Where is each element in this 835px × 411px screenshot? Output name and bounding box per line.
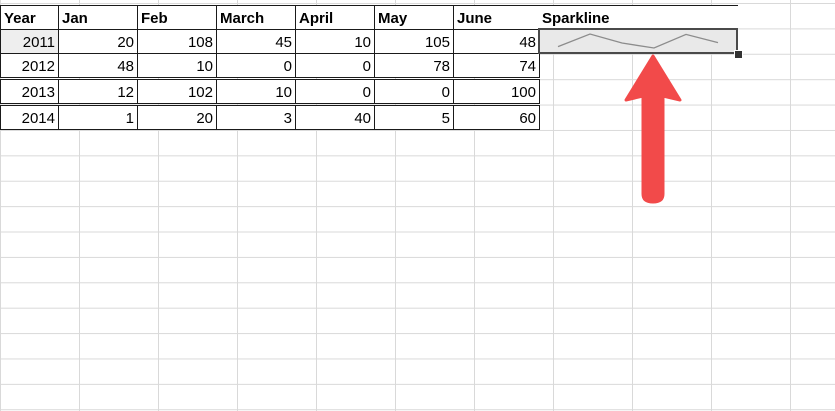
header-april[interactable]: April (295, 5, 375, 30)
cell-2014-may[interactable]: 5 (374, 105, 454, 130)
header-march[interactable]: March (216, 5, 296, 30)
cell-2012-april[interactable]: 0 (295, 53, 375, 78)
header-jan[interactable]: Jan (58, 5, 138, 30)
cell-2012-june[interactable]: 74 (453, 53, 540, 78)
cell-year-2014[interactable]: 2014 (0, 105, 59, 130)
cell-2014-feb[interactable]: 20 (137, 105, 217, 130)
cell-year-2011[interactable]: 2011 (0, 29, 59, 54)
cell-2014-june[interactable]: 60 (453, 105, 540, 130)
cell-2014-march[interactable]: 3 (216, 105, 296, 130)
cell-2012-may[interactable]: 78 (374, 53, 454, 78)
cell-2011-jan[interactable]: 20 (58, 29, 138, 54)
cell-2011-may[interactable]: 105 (374, 29, 454, 54)
header-year[interactable]: Year (0, 5, 59, 30)
cell-2014-april[interactable]: 40 (295, 105, 375, 130)
cell-2014-jan[interactable]: 1 (58, 105, 138, 130)
cell-year-2012[interactable]: 2012 (0, 53, 59, 78)
up-arrow-icon (624, 54, 682, 204)
cell-2011-feb[interactable]: 108 (137, 29, 217, 54)
cell-2013-april[interactable]: 0 (295, 79, 375, 104)
cell-2012-jan[interactable]: 48 (58, 53, 138, 78)
cell-2011-march[interactable]: 45 (216, 29, 296, 54)
cell-2012-feb[interactable]: 10 (137, 53, 217, 78)
header-june[interactable]: June (453, 5, 540, 30)
cell-2013-june[interactable]: 100 (453, 79, 540, 104)
cell-2013-feb[interactable]: 102 (137, 79, 217, 104)
cell-2013-march[interactable]: 10 (216, 79, 296, 104)
cell-2012-march[interactable]: 0 (216, 53, 296, 78)
arrow-head (624, 54, 682, 204)
fill-handle[interactable] (734, 50, 743, 59)
cell-2011-june[interactable]: 48 (453, 29, 540, 54)
cell-2013-may[interactable]: 0 (374, 79, 454, 104)
cell-2013-jan[interactable]: 12 (58, 79, 138, 104)
header-feb[interactable]: Feb (137, 5, 217, 30)
sparkline-line (557, 33, 719, 49)
header-may[interactable]: May (374, 5, 454, 30)
cell-2011-april[interactable]: 10 (295, 29, 375, 54)
sparkline-chart (557, 33, 719, 49)
cell-year-2013[interactable]: 2013 (0, 79, 59, 104)
header-sparkline[interactable]: Sparkline (539, 5, 738, 30)
